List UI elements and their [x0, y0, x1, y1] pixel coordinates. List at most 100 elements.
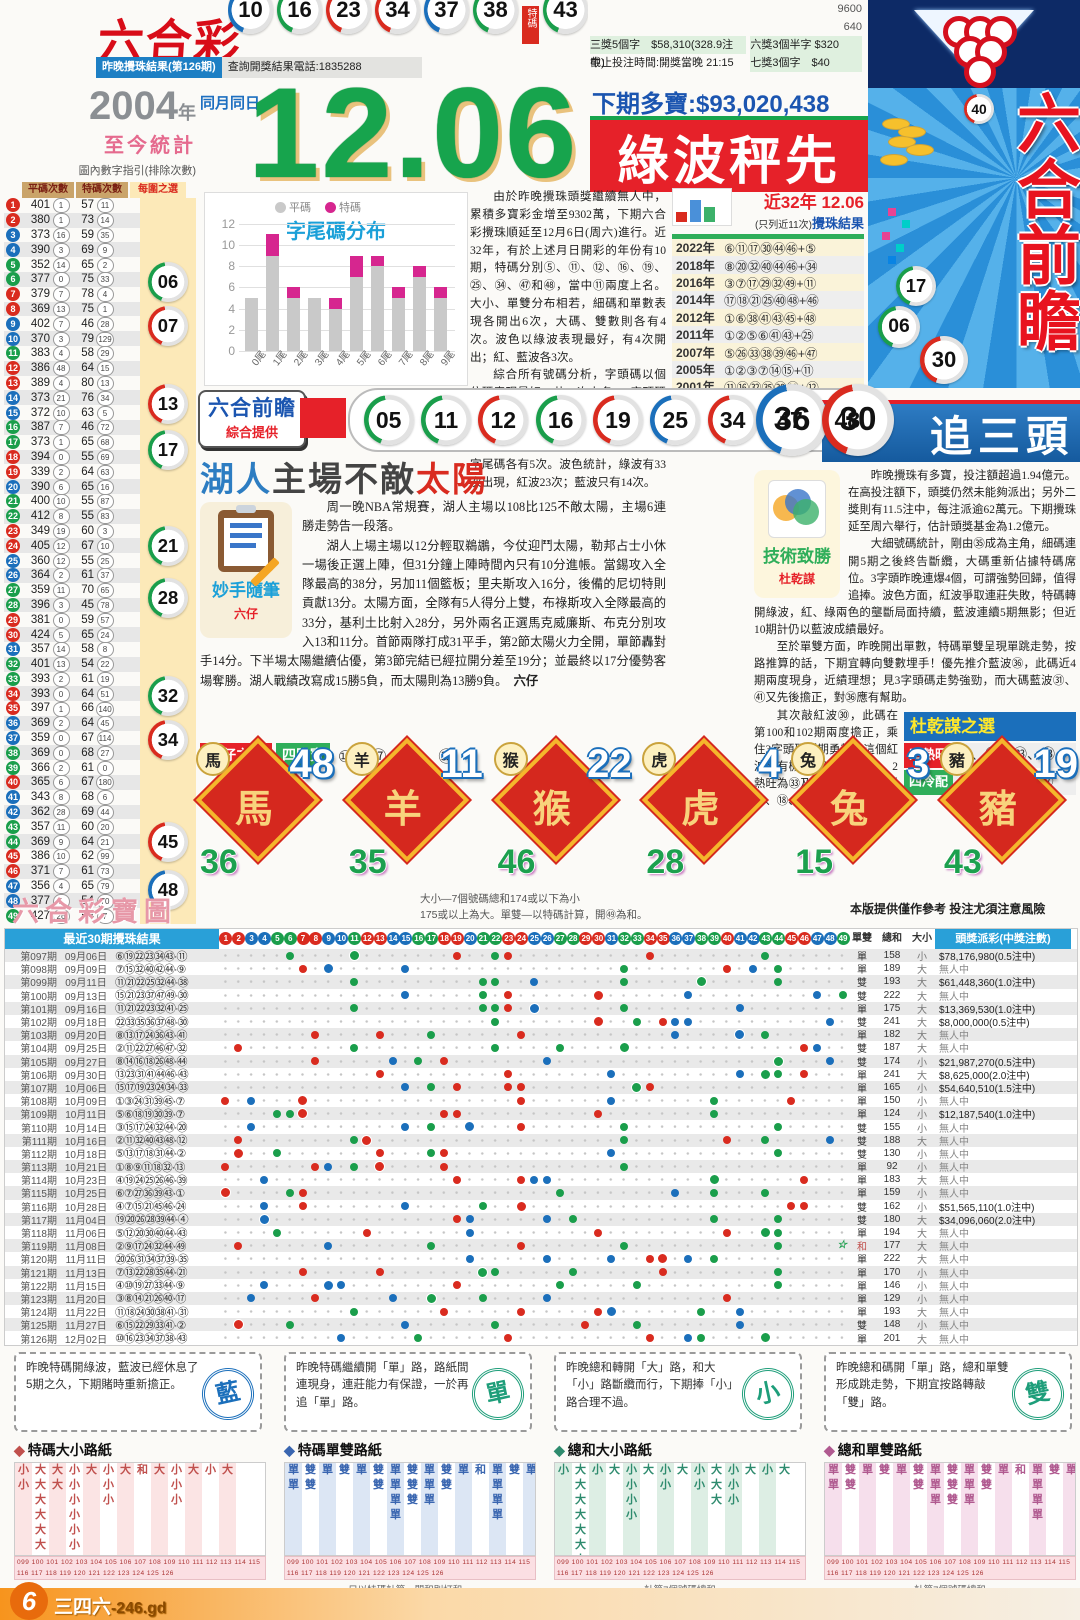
baotu-title: 六合彩寶圖	[12, 897, 177, 927]
prize-cell: 無人中	[939, 1163, 969, 1175]
zodiac-card: 豬豬 19 43	[939, 737, 1080, 882]
prize-cell: 無人中	[939, 1097, 969, 1109]
prize-cell: $78,176,980(0.5注中)	[939, 952, 1036, 964]
number-dot	[632, 1281, 641, 1290]
sum-cell: 193	[883, 1306, 901, 1318]
special-dot	[759, 1068, 771, 1080]
table-row: 第104期 09月25日 ②⑪㉒㉗㊻㊼·㉜ 雙 187 大無人中	[5, 1041, 1077, 1055]
road-column: 雙雙	[845, 1464, 856, 1491]
road-column: 大	[185, 1463, 202, 1555]
number-dot	[491, 977, 500, 986]
bar-special	[350, 255, 363, 277]
table-row: 31 357 14 58 8	[4, 642, 140, 658]
number-dot	[607, 1096, 616, 1105]
date-cell: 09月11日	[65, 978, 107, 990]
prize-seventh: 七獎3個字 $40	[750, 54, 862, 72]
numbers-cell: ④⑲㉔㉕㉖㊻·㊴	[115, 1174, 188, 1187]
stats-year: 2004年	[89, 84, 196, 128]
special-dot	[258, 1213, 270, 1225]
table-row: 35 397 1 66 140	[4, 701, 140, 717]
date-cell: 09月16日	[64, 1004, 108, 1016]
number-dot	[452, 951, 461, 960]
prize-cell: $21,987,270(0.5注中)	[939, 1057, 1036, 1069]
bar-special	[371, 255, 384, 267]
table-row: 24 405 12 67 10	[4, 538, 140, 554]
number-dot	[517, 1175, 526, 1184]
number-dot	[465, 1228, 474, 1237]
column-number: 23	[502, 932, 516, 945]
table-row: 第107期 10月06日 ⑮⑰⑲㉓㉔㉞·㉝ 單 165 小 $54,640,510(1.5注…	[5, 1080, 1077, 1095]
table-row: 39 366 2 61 0	[4, 760, 140, 776]
period-cell: 第114期	[21, 1176, 57, 1188]
zodiac-badge: 兔	[791, 742, 826, 776]
table-row: 第108期 10月09日 ①③㉔㉛㊴㊺·⑦ 單 150 小無人中	[5, 1094, 1077, 1109]
column-icon-box: 妙手隨筆 六仔	[200, 502, 292, 638]
number-dot	[259, 1202, 268, 1211]
special-dot	[592, 989, 604, 1001]
zodiac-badge: 虎	[642, 742, 677, 776]
number-dot	[658, 1268, 667, 1277]
table-row: 45 386 10 62 99	[4, 849, 140, 865]
table-row: 第112期 10月18日 ⑤⑬⑰⑱㉛㊹·② 雙 130 小無人中	[5, 1146, 1077, 1161]
pixel-decoration	[888, 208, 896, 216]
row-ball: 42	[6, 805, 20, 820]
dot-grid	[219, 1120, 849, 1134]
table-row: 40 365 6 67 180	[4, 775, 140, 791]
column-number: 22	[489, 932, 503, 945]
row-ball: 6	[6, 272, 20, 287]
dot-grid	[219, 1094, 849, 1108]
road-column: 大大大	[711, 1464, 722, 1506]
number-dot	[787, 1202, 796, 1211]
odd-even-cell: 雙	[857, 978, 867, 990]
column-number: 5	[270, 932, 284, 945]
odd-even-cell: 單	[857, 1229, 867, 1241]
sum-cell: 159	[883, 1187, 901, 1199]
number-dot	[542, 1294, 551, 1303]
article-paragraph: 湖人上場主場以12分輕取鵜鶘，今仗迎鬥太陽，勒邦占士小休一場後正選上陣，但31分…	[200, 538, 666, 688]
period-cell: 第100期	[20, 991, 57, 1003]
column-number: 43	[759, 932, 773, 945]
number-dot	[298, 1202, 307, 1211]
column-number: 26	[540, 932, 554, 945]
number-dot	[722, 1136, 731, 1145]
numbers-cell: ⑧⑭⑯⑱㉖㊽·㊹	[115, 1056, 188, 1069]
special-dot	[464, 1121, 476, 1133]
table-row: 14 373 21 76 34	[4, 390, 140, 406]
road-column: 小	[759, 1463, 776, 1555]
hero-date-number: 12.06	[248, 62, 579, 205]
sum-cell: 162	[883, 1200, 901, 1212]
number-dot	[349, 977, 358, 986]
number-dot	[401, 964, 410, 973]
panel-title: ◆ 總和單雙路紙	[824, 1442, 922, 1458]
numbers-cell: ⑤⑫⑳㉚㊵㊹·㊸	[115, 1227, 188, 1240]
bar-common	[245, 298, 258, 351]
number-dot	[311, 1057, 320, 1066]
zodiac-card: 虎虎 4 28	[642, 737, 782, 882]
number-dot	[529, 977, 538, 986]
special-tag: 特碼	[522, 6, 539, 44]
column-number: 9	[322, 932, 336, 945]
number-dot	[285, 951, 294, 960]
sum-cell: 129	[883, 1292, 901, 1304]
table-row: 27 359 11 70 65	[4, 583, 140, 599]
diamond-icon: ◆	[14, 1442, 25, 1458]
size-cell: 大	[917, 1308, 927, 1320]
pixel-decoration	[888, 256, 896, 264]
commentary-box: 昨晚特碼開綠波，藍波已經休息了5期之久，下期賭時重新擔正。藍	[14, 1352, 262, 1432]
column-number: 49	[836, 932, 850, 945]
period-cell: 第126期	[20, 1334, 57, 1346]
road-column: 小小	[657, 1463, 674, 1555]
number-dot	[375, 1070, 384, 1079]
prize-cell: $34,096,060(2.0注中)	[939, 1215, 1036, 1227]
size-cell: 小	[917, 952, 927, 964]
number-dot	[517, 1123, 526, 1132]
odd-even-cell: 單	[857, 1004, 867, 1016]
road-paper-panel: ◆ 特碼單雙路紙單單雙雙單雙單雙雙單單單單雙雙雙單單單雙雙單和單單單單雙單 099 …	[284, 1440, 536, 1596]
lottery-ball: 06	[878, 306, 920, 348]
number-dot	[349, 1307, 358, 1316]
lottery-ball: 25	[650, 395, 701, 445]
prize-cell: 無人中	[939, 1268, 969, 1280]
dot-grid	[219, 988, 849, 1002]
prize-cell: $13,369,530(1.0注中)	[939, 1004, 1036, 1016]
dot-grid	[219, 1028, 849, 1042]
